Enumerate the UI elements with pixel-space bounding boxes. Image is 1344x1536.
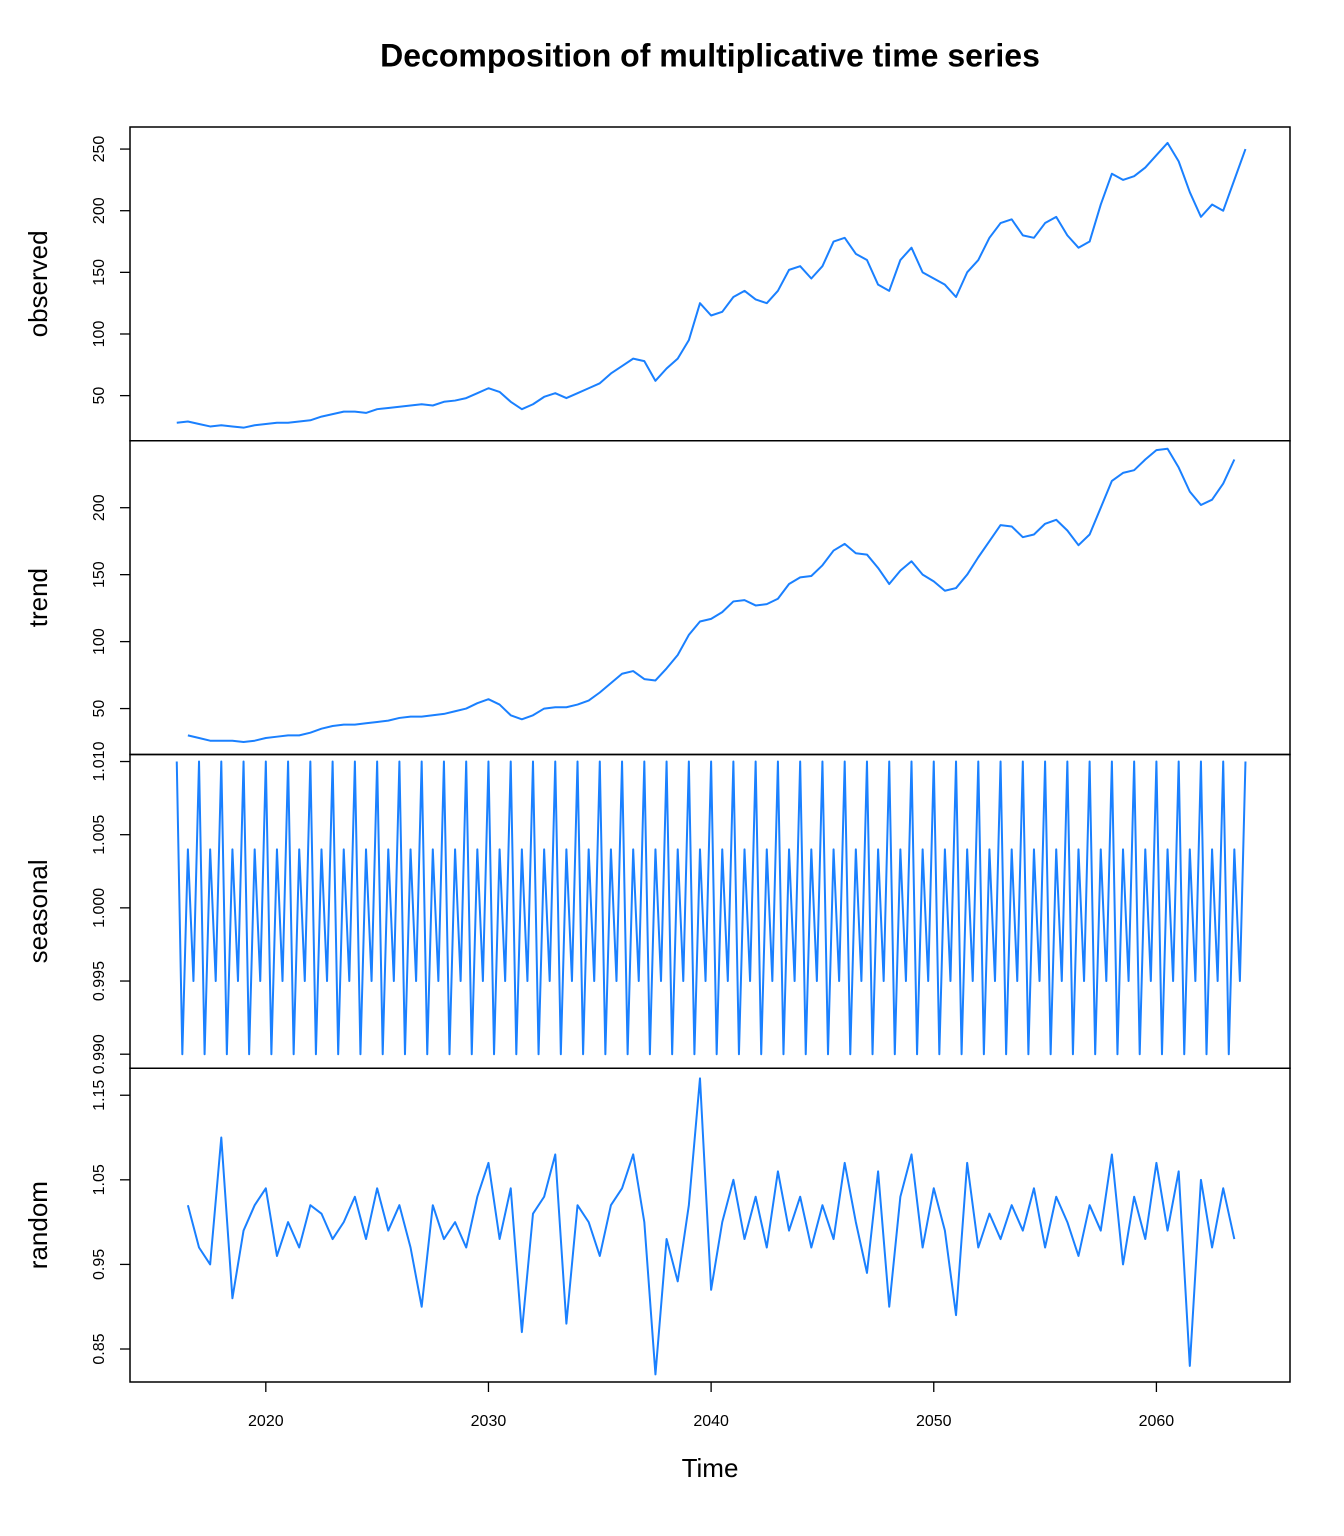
y-tick-label: 250 bbox=[91, 136, 108, 163]
panel-label: random bbox=[23, 1181, 53, 1269]
panel-label: seasonal bbox=[23, 859, 53, 963]
y-tick-label: 0.95 bbox=[91, 1249, 108, 1280]
panel-frame bbox=[129, 1067, 1291, 1383]
y-tick-label: 1.05 bbox=[91, 1164, 108, 1195]
y-tick-label: 50 bbox=[91, 387, 108, 405]
y-tick-label: 150 bbox=[91, 561, 108, 588]
series-line bbox=[176, 141, 1247, 429]
y-tick-label: 100 bbox=[91, 628, 108, 655]
chart-title: Decomposition of multiplicative time ser… bbox=[380, 37, 1040, 73]
panel-label: trend bbox=[23, 568, 53, 627]
y-tick-label: 50 bbox=[91, 700, 108, 718]
panel-frame bbox=[129, 126, 1291, 442]
series-line bbox=[175, 760, 1247, 1056]
y-tick-label: 1.000 bbox=[91, 888, 108, 928]
panel-frame bbox=[129, 440, 1291, 756]
y-tick-label: 1.15 bbox=[91, 1080, 108, 1111]
series-line bbox=[187, 447, 1236, 744]
x-tick-label: 2060 bbox=[1139, 1413, 1175, 1430]
y-tick-label: 0.85 bbox=[91, 1333, 108, 1364]
y-tick-label: 150 bbox=[91, 259, 108, 286]
x-axis-label: Time bbox=[682, 1453, 739, 1483]
y-tick-label: 0.995 bbox=[91, 961, 108, 1001]
x-tick-label: 2020 bbox=[248, 1413, 284, 1430]
x-tick-label: 2050 bbox=[916, 1413, 952, 1430]
series-line bbox=[186, 1077, 1236, 1376]
y-tick-label: 1.005 bbox=[91, 815, 108, 855]
y-tick-label: 200 bbox=[91, 197, 108, 224]
y-tick-label: 1.010 bbox=[91, 741, 108, 781]
y-tick-label: 100 bbox=[91, 321, 108, 348]
y-tick-label: 200 bbox=[91, 494, 108, 521]
x-tick-label: 2030 bbox=[471, 1413, 507, 1430]
y-tick-label: 0.990 bbox=[91, 1034, 108, 1074]
panel-label: observed bbox=[23, 230, 53, 337]
x-tick-label: 2040 bbox=[693, 1413, 729, 1430]
